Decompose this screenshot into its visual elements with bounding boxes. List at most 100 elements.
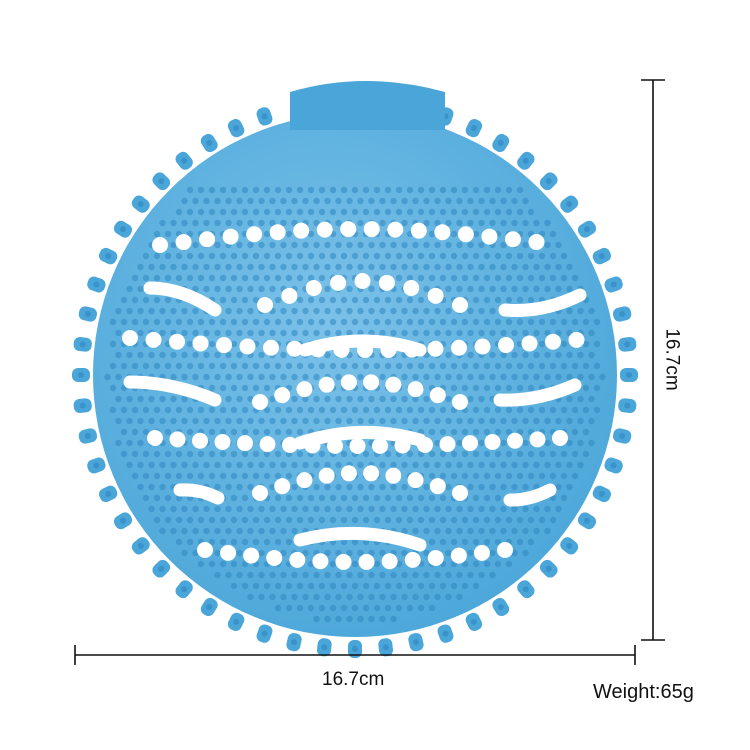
bump [208,450,216,458]
bump [571,428,579,436]
rim-tooth-dot [619,432,626,439]
bump [263,538,271,546]
bump [318,604,326,612]
drain-hole [252,394,268,410]
bump [478,483,485,491]
bump [307,494,315,502]
bump [329,516,337,524]
bump [439,362,447,370]
bump [313,483,320,491]
bump [412,571,419,579]
bump [269,571,276,579]
rim-tooth-dot [158,565,165,572]
bump [159,263,166,271]
bump [533,505,540,513]
bump [170,395,177,403]
rim-tooth-dot [598,490,605,497]
rim-tooth-dot [442,630,449,637]
bump [313,373,320,381]
bump [582,362,590,370]
bump [236,197,243,205]
bump [401,549,408,557]
bump [461,252,469,260]
bump [302,505,309,513]
rim-tooth-dot [610,462,617,469]
bump [461,186,469,194]
bump [170,461,177,469]
bump [401,571,408,579]
bump [439,208,447,216]
bump [527,450,535,458]
bump [296,406,304,414]
bump [428,538,436,546]
bump [285,362,293,370]
bump [549,230,557,238]
bump [401,395,408,403]
bump [511,505,518,513]
bump [549,274,557,282]
bump [120,318,128,326]
bump [362,208,370,216]
bump [115,373,122,381]
bump [302,263,309,271]
bump [159,505,166,513]
bump [500,373,507,381]
bump [302,395,309,403]
bump [489,549,496,557]
bump [192,241,199,249]
drain-hole [385,376,402,393]
bump [285,274,293,282]
bump [335,241,342,249]
bump [153,318,161,326]
bump [434,571,441,579]
bump [406,406,414,414]
bump [203,461,210,469]
bump [582,428,590,436]
bump [329,318,337,326]
bump [412,505,419,513]
bump [412,263,419,271]
bump [373,274,381,282]
bump [516,384,524,392]
drain-hole [358,553,375,570]
bump [208,560,216,568]
bump [335,483,342,491]
drain-hole [289,551,306,568]
bump [192,417,199,425]
bump [274,494,282,502]
bump [142,296,150,304]
bump [225,527,232,535]
bump [401,307,408,315]
bump [170,307,177,315]
bump [302,461,309,469]
bump [340,252,348,260]
bump [357,373,364,381]
bump [483,560,491,568]
bump [368,241,375,249]
bump [362,252,370,260]
bump [324,285,331,293]
bump [230,538,238,546]
bump [280,461,287,469]
bump [247,329,254,337]
bump [274,582,282,590]
bump [406,362,414,370]
bump [296,362,304,370]
drain-hole [528,234,545,251]
bump [258,351,265,359]
bump [159,219,166,227]
bump [126,395,133,403]
bump [511,527,518,535]
bump [516,318,524,326]
bump [236,483,243,491]
bump [137,461,144,469]
drain-hole [474,338,491,355]
bump [445,329,452,337]
bump [505,318,513,326]
bump [225,417,232,425]
bump [247,461,254,469]
bump [236,307,243,315]
bump [357,241,364,249]
bump [291,505,298,513]
bump [285,582,293,590]
